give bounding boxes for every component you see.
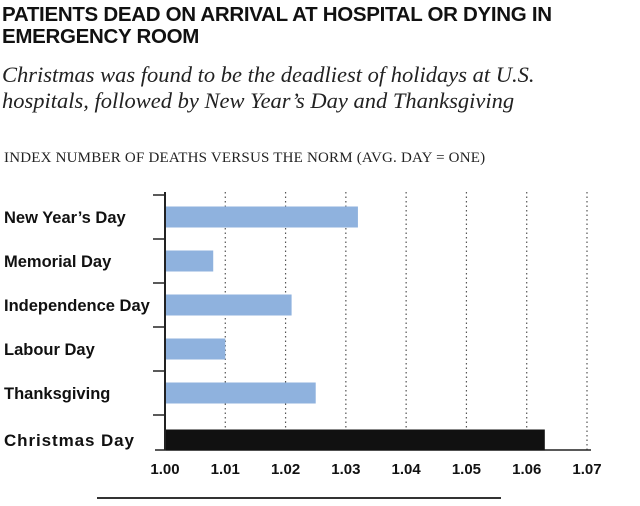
chart-subtitle: Christmas was found to be the deadliest … [2, 62, 535, 113]
x-tick-label: 1.05 [452, 461, 481, 478]
x-tick-label: 1.00 [150, 461, 179, 478]
x-tick-label: 1.03 [331, 461, 360, 478]
category-label: Independence Day [4, 297, 151, 315]
axis-description: INDEX NUMBER OF DEATHS VERSUS THE NORM (… [4, 150, 486, 166]
category-label: Christmas Day [4, 431, 135, 450]
category-label: New Year’s Day [4, 209, 127, 227]
bar-labour-day [166, 338, 226, 360]
category-label: Memorial Day [4, 253, 112, 271]
x-tick-label: 1.02 [271, 461, 300, 478]
bar-chart: New Year’s Day Memorial Day Independence D… [4, 192, 602, 478]
x-tick-label: 1.01 [211, 461, 240, 478]
bar-thanksgiving [166, 382, 316, 404]
bar-new-year-s-day [166, 206, 358, 228]
footer-rule [97, 497, 501, 499]
category-label: Thanksgiving [4, 385, 110, 403]
bar-independence-day [166, 294, 292, 316]
bar-christmas-day [166, 429, 545, 451]
chart-title: PATIENTS DEAD ON ARRIVAL AT HOSPITAL OR … [2, 3, 552, 48]
category-label: Labour Day [4, 341, 96, 359]
bar-memorial-day [166, 250, 214, 272]
x-tick-label: 1.07 [572, 461, 601, 478]
x-tick-label: 1.06 [512, 461, 541, 478]
x-tick-label: 1.04 [392, 461, 422, 478]
